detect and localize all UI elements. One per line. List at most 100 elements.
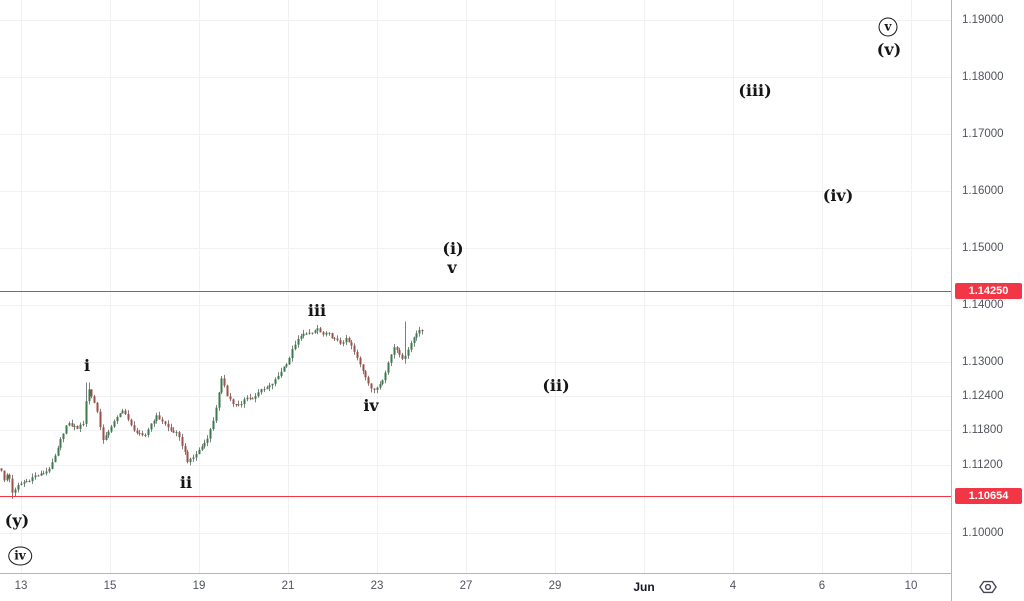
candle-body [88,389,91,402]
candle-body [170,427,173,431]
candlestick-canvas[interactable] [0,0,951,573]
x-tick-label: 29 [548,580,562,592]
candle-body [79,424,82,429]
candle-body [257,392,260,397]
candle-body [305,333,308,335]
candle-body [167,423,170,428]
time-axis[interactable]: 13 15 19 21 23 27 29 Jun 4 6 10 [0,573,1024,601]
candle-body [421,329,424,332]
candle-body [288,358,291,365]
candle-body [342,342,345,344]
candle-body [153,420,156,424]
y-tick-label: 1.18000 [962,71,1004,83]
wave-label[interactable]: ii [179,473,193,492]
candle-body [172,430,175,433]
candle-body [119,413,122,418]
y-tick-label: 1.19000 [962,14,1004,26]
candle-body [34,475,37,478]
candle-body [285,364,288,367]
wave-label[interactable]: (i) [442,239,464,258]
candle-body [370,383,373,389]
candle-body [8,474,11,479]
wave-label[interactable]: v [447,258,457,277]
price-line-tag[interactable]: 1.10654 [955,487,1022,504]
candle-body [387,362,390,373]
candle-body [144,434,147,436]
candle-body [127,414,130,420]
candle-body [73,426,76,428]
candle-body [390,354,393,363]
candle-body [11,478,14,493]
candle-body [201,446,204,450]
candle-body [379,383,382,388]
y-tick-label: 1.14000 [962,299,1004,311]
wave-label[interactable]: (iii) [738,81,772,100]
candle-body [90,389,93,397]
candle-body [294,344,297,350]
x-tick-label: 10 [904,580,918,592]
candle-body [277,375,280,380]
candle-body [251,398,254,400]
candle-body [407,349,410,356]
candle-body [333,338,336,340]
price-axis[interactable]: 1.19000 1.18000 1.17000 1.16000 1.15000 1.140… [951,0,1024,573]
candle-body [240,404,243,406]
candle-body [181,437,184,446]
wave-label[interactable]: (y) [4,511,30,530]
candle-body [226,385,229,397]
candle-body [322,332,325,335]
x-tick-label: 19 [192,580,206,592]
candle-body [229,396,232,400]
candle-body [158,415,161,420]
candle-body [249,397,252,399]
candle-body [28,480,31,482]
price-line-tag[interactable]: 1.14250 [955,282,1022,299]
candle-body [283,366,286,372]
candle-body [398,350,401,355]
candle-body [223,378,226,386]
candle-body [308,332,311,334]
candle-body [300,336,303,339]
candle-body [254,396,257,399]
candle-body [362,364,365,372]
wave-label[interactable]: (ii) [542,376,570,395]
candle-body [271,383,274,386]
candle-body [410,343,413,350]
candle-body [141,433,144,436]
candle-body [268,385,271,388]
wave-label-circled[interactable]: iv [8,546,32,566]
x-tick-label: 4 [729,580,737,592]
candle-body [110,426,113,432]
settings-icon[interactable] [978,579,998,595]
wave-label[interactable]: iv [363,396,379,415]
x-tick-label: 21 [281,580,295,592]
wave-label[interactable]: (v) [876,40,902,59]
candle-body [314,330,317,333]
wave-label-circled[interactable]: v [878,17,898,37]
candle-body [235,404,238,406]
candle-body [82,423,85,425]
candle-body [121,410,124,414]
candle-body [339,340,342,344]
candle-body [85,401,88,424]
candle-body [48,468,51,472]
candle-body [348,337,351,343]
candle-body [364,371,367,378]
candle-body [319,328,322,333]
candle-body [175,432,178,434]
wave-label[interactable]: iii [307,301,327,320]
candle-body [71,423,74,427]
candle-body [328,332,331,334]
x-tick-label: Jun [633,580,655,594]
candle-body [57,447,60,456]
x-tick-label: 6 [818,580,826,592]
candle-body [274,379,277,384]
wave-label[interactable]: i [83,356,91,375]
candle-body [184,445,187,452]
candle-body [336,338,339,341]
candle-body [23,482,26,484]
wave-label[interactable]: (iv) [822,186,854,205]
candle-body [37,475,40,477]
candle-body [345,337,348,343]
candle-body [381,380,384,384]
